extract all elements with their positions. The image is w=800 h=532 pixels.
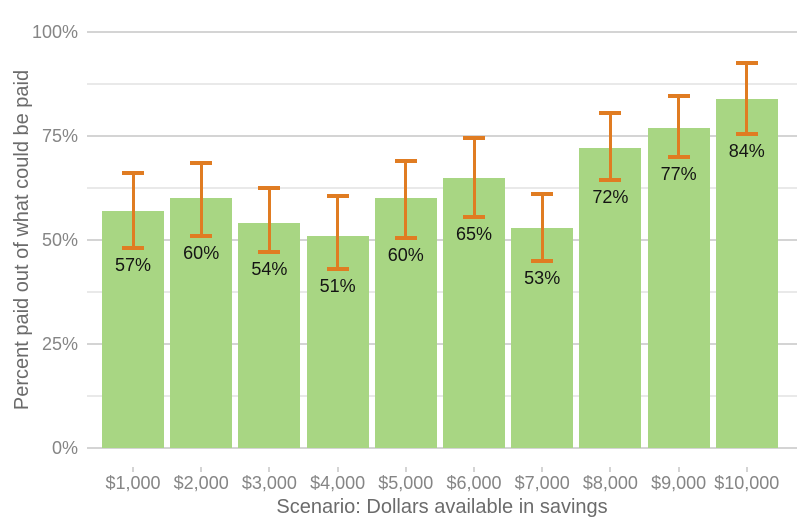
bar (443, 177, 505, 448)
x-tick-mark (200, 467, 203, 472)
x-tick-label: $2,000 (173, 473, 229, 493)
error-bar-cap-bottom (326, 267, 349, 272)
error-bar-line (404, 160, 408, 238)
error-bar-cap-top (122, 171, 144, 176)
error-bar-cap-bottom (735, 131, 758, 136)
error-bar-cap-bottom (667, 154, 690, 159)
y-axis-title: Percent paid out of what could be paid (11, 69, 33, 411)
bar (511, 227, 574, 448)
x-tick-label: $6,000 (446, 473, 502, 493)
error-bar-cap-top (531, 192, 554, 197)
error-bar-line (199, 163, 203, 236)
bar-value-label: 60% (183, 242, 220, 263)
error-bar-cap-bottom (258, 250, 281, 255)
error-bar-line (745, 63, 749, 134)
x-tick-label: $1,000 (105, 473, 161, 493)
x-tick-label: $7,000 (514, 473, 570, 493)
major-gridline (87, 31, 797, 33)
bar (306, 235, 369, 448)
x-tick-label: $5,000 (378, 473, 434, 493)
error-bar-cap-top (463, 136, 485, 141)
bar (715, 98, 778, 448)
error-bar-cap-top (394, 158, 417, 163)
major-gridline (87, 343, 797, 345)
x-tick-label: $10,000 (714, 473, 780, 493)
bar-value-label: 84% (728, 140, 765, 161)
major-gridline (87, 135, 797, 137)
error-bar-cap-top (667, 94, 690, 99)
x-tick-mark (745, 467, 748, 472)
error-bar-line (267, 188, 271, 253)
bar (579, 148, 642, 448)
bar-value-label: 54% (251, 259, 288, 280)
x-tick-mark (609, 467, 612, 472)
error-bar-line (677, 96, 681, 157)
error-bar-cap-bottom (531, 258, 554, 263)
bar (170, 198, 233, 448)
bar-value-label: 53% (524, 267, 561, 288)
x-tick-mark (677, 467, 680, 472)
bar-value-label: 72% (592, 186, 629, 207)
x-axis-title: Scenario: Dollars available in savings (276, 496, 608, 518)
x-tick-mark (132, 467, 134, 472)
x-tick-mark (541, 467, 544, 472)
major-gridline (87, 447, 797, 449)
error-bar-cap-top (735, 61, 758, 66)
x-tick-mark (404, 467, 407, 472)
bar (102, 210, 164, 448)
x-tick-mark (473, 467, 475, 472)
minor-gridline (87, 187, 797, 189)
x-tick-label: $4,000 (310, 473, 366, 493)
error-bar-cap-top (258, 186, 281, 190)
error-bar-cap-bottom (463, 215, 485, 220)
bar (647, 127, 710, 448)
major-gridline (87, 239, 797, 241)
bar (238, 223, 301, 448)
bar-value-label: 77% (660, 163, 697, 184)
error-bar-cap-bottom (599, 177, 622, 182)
error-bar-cap-top (599, 111, 622, 116)
error-bar-cap-bottom (394, 235, 417, 240)
bar-value-label: 60% (387, 244, 424, 265)
x-tick-label: $9,000 (651, 473, 707, 493)
minor-gridline (87, 395, 797, 397)
error-bar-line (540, 194, 544, 261)
x-tick-label: $3,000 (241, 473, 297, 493)
error-bar-line (608, 113, 612, 180)
error-bar-line (472, 138, 476, 218)
x-tick-mark (336, 467, 339, 472)
error-bar-cap-top (190, 161, 213, 166)
error-bar-cap-bottom (122, 246, 144, 251)
bar-value-label: 57% (114, 255, 152, 276)
error-bar-line (131, 173, 135, 249)
bar-value-label: 65% (455, 224, 493, 245)
error-bar-line (336, 196, 340, 270)
bar-value-label: 51% (319, 276, 356, 297)
error-bar-cap-top (326, 194, 349, 199)
bar (374, 198, 437, 448)
x-tick-label: $8,000 (582, 473, 638, 493)
minor-gridline (87, 291, 797, 293)
error-bar-cap-bottom (190, 233, 213, 238)
x-tick-mark (268, 467, 271, 472)
minor-gridline (87, 83, 797, 85)
